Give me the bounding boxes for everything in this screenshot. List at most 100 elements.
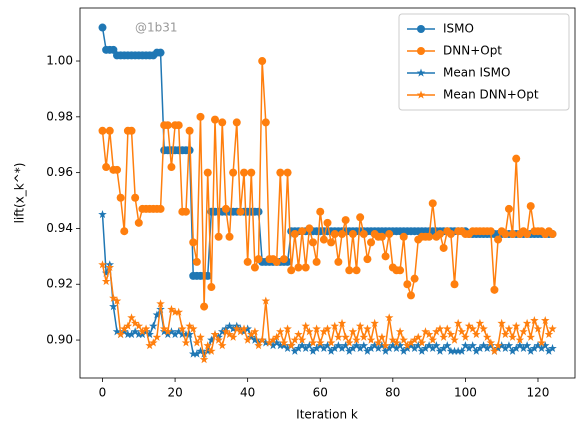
star-marker (330, 343, 340, 353)
circle-marker (279, 255, 288, 264)
star-marker (377, 341, 387, 350)
star-marker (479, 324, 488, 333)
star-marker (472, 346, 481, 355)
star-marker (119, 327, 129, 336)
star-marker (384, 343, 394, 353)
circle-marker (236, 207, 245, 216)
star-marker (145, 341, 154, 350)
star-marker (540, 341, 550, 350)
circle-marker (258, 57, 267, 66)
y-axis-label: lift(x_k^*) (13, 163, 27, 224)
star-marker (482, 343, 492, 353)
star-marker (247, 332, 256, 341)
circle-marker (504, 204, 513, 213)
star-marker (283, 324, 292, 333)
star-marker (522, 318, 532, 327)
circle-marker (417, 47, 425, 55)
star-marker (370, 318, 379, 327)
circle-marker (254, 207, 263, 216)
legend-box (398, 13, 570, 111)
star-marker (504, 341, 514, 350)
star-marker (123, 329, 133, 339)
star-marker (493, 343, 503, 353)
star-marker (381, 341, 390, 350)
circle-marker (305, 224, 314, 233)
star-marker (355, 321, 365, 330)
star-marker (163, 329, 173, 339)
plot-area (79, 7, 576, 379)
star-marker (366, 335, 376, 344)
circle-marker (526, 202, 535, 211)
star-marker (127, 329, 136, 339)
star-marker (297, 335, 307, 344)
circle-marker (287, 266, 296, 275)
star-marker (453, 318, 463, 327)
star-marker (540, 316, 550, 325)
star-marker (537, 338, 546, 347)
star-marker (250, 327, 260, 336)
circle-marker (174, 121, 183, 130)
legend-label: DNN+Opt (443, 44, 502, 58)
star-marker (254, 341, 263, 350)
star-marker (381, 346, 390, 355)
legend: ISMO DNN+Opt Mean ISMO Mean DNN+Opt (398, 13, 570, 111)
circle-marker (396, 266, 405, 275)
star-marker (435, 324, 445, 333)
star-marker (105, 263, 115, 272)
circle-marker (189, 238, 198, 247)
star-marker (548, 343, 557, 353)
star-marker (450, 346, 459, 355)
circle-marker (120, 227, 129, 236)
star-marker (312, 324, 321, 333)
star-marker (134, 321, 144, 330)
star-marker (352, 335, 361, 344)
circle-marker (272, 257, 281, 266)
star-marker (392, 338, 401, 347)
star-marker (192, 338, 202, 347)
circle-marker (221, 204, 230, 213)
circle-marker (211, 115, 219, 124)
star-marker (199, 355, 209, 364)
circle-marker (352, 266, 361, 275)
circle-marker (218, 118, 227, 127)
circle-marker (327, 238, 336, 247)
star-marker (196, 346, 205, 355)
circle-marker (348, 230, 357, 239)
star-marker (119, 324, 129, 333)
star-marker (475, 318, 485, 327)
circle-marker (131, 193, 140, 202)
circle-marker (200, 302, 209, 311)
star-marker (413, 341, 423, 350)
star-marker (308, 346, 318, 355)
circle-marker (436, 230, 444, 239)
circle-marker (240, 168, 249, 177)
star-marker (123, 321, 133, 330)
circle-marker (156, 204, 165, 213)
star-marker (159, 324, 169, 333)
circle-marker (192, 257, 201, 266)
star-marker (421, 343, 430, 353)
circle-marker (356, 213, 365, 222)
star-marker (468, 324, 477, 333)
star-marker (526, 346, 536, 355)
star-marker (435, 346, 445, 355)
star-marker (228, 324, 238, 333)
x-tick-label: 80 (385, 386, 400, 400)
star-marker (526, 332, 536, 341)
star-marker (276, 341, 285, 350)
series (98, 260, 557, 364)
star-marker (446, 346, 456, 355)
star-marker (486, 338, 496, 347)
watermark: @1b31 (135, 21, 178, 35)
star-marker (170, 329, 180, 339)
star-marker (377, 332, 387, 341)
star-marker (348, 327, 358, 336)
star-marker (374, 343, 383, 353)
circle-marker (243, 257, 252, 266)
star-marker (344, 346, 354, 355)
circle-marker (512, 154, 521, 163)
star-marker (250, 335, 260, 344)
circle-marker (203, 168, 212, 177)
star-marker (279, 338, 289, 347)
